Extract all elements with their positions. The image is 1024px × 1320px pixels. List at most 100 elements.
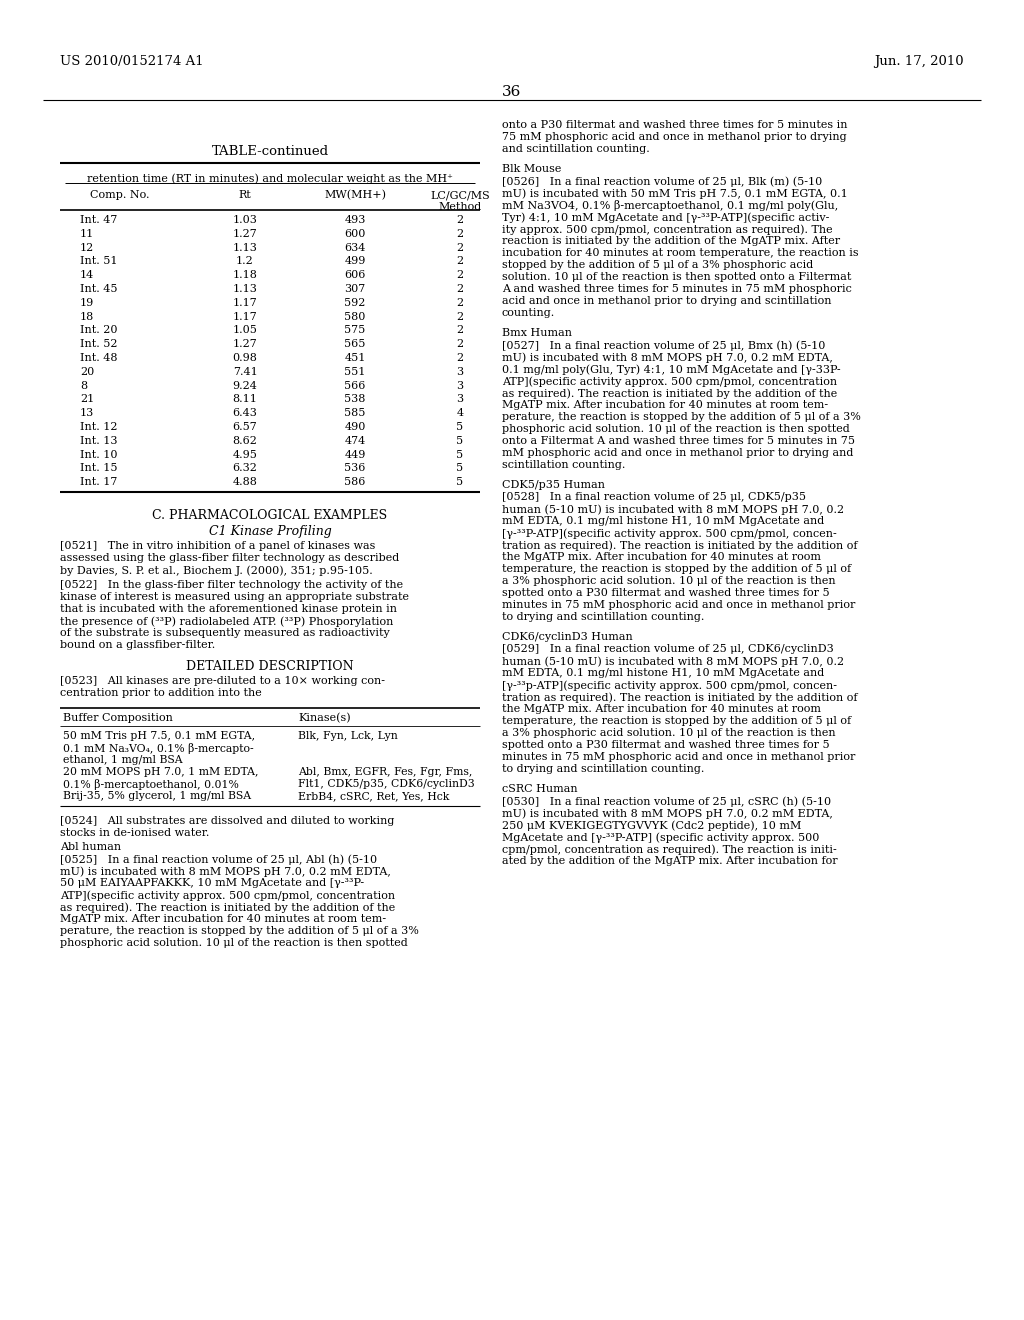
Text: 2: 2 [457,256,464,267]
Text: the presence of (³³P) radiolabeled ATP. (³³P) Phosporylation: the presence of (³³P) radiolabeled ATP. … [60,616,393,627]
Text: LC/GC/MS: LC/GC/MS [430,190,489,201]
Text: Abl human: Abl human [60,842,121,851]
Text: to drying and scintillation counting.: to drying and scintillation counting. [502,764,705,774]
Text: and scintillation counting.: and scintillation counting. [502,144,650,154]
Text: 538: 538 [344,395,366,404]
Text: 2: 2 [457,271,464,280]
Text: 2: 2 [457,243,464,252]
Text: 493: 493 [344,215,366,224]
Text: Tyr) 4:1, 10 mM MgAcetate and [γ-³³P-ATP](specific activ-: Tyr) 4:1, 10 mM MgAcetate and [γ-³³P-ATP… [502,213,829,223]
Text: Rt: Rt [239,190,251,201]
Text: [γ-³³p-ATP](specific activity approx. 500 cpm/pmol, concen-: [γ-³³p-ATP](specific activity approx. 50… [502,680,837,690]
Text: 1.17: 1.17 [232,298,257,308]
Text: 490: 490 [344,422,366,432]
Text: Int. 47: Int. 47 [80,215,118,224]
Text: [0522]   In the glass-fiber filter technology the activity of the: [0522] In the glass-fiber filter technol… [60,579,403,590]
Text: 9.24: 9.24 [232,380,257,391]
Text: mM EDTA, 0.1 mg/ml histone H1, 10 mM MgAcetate and: mM EDTA, 0.1 mg/ml histone H1, 10 mM MgA… [502,668,824,678]
Text: 4.88: 4.88 [232,478,257,487]
Text: Brij-35, 5% glycerol, 1 mg/ml BSA: Brij-35, 5% glycerol, 1 mg/ml BSA [63,791,251,801]
Text: retention time (RT in minutes) and molecular weight as the MH⁺: retention time (RT in minutes) and molec… [87,173,453,183]
Text: Method: Method [438,202,481,213]
Text: [0528]   In a final reaction volume of 25 μl, CDK5/p35: [0528] In a final reaction volume of 25 … [502,492,806,502]
Text: 2: 2 [457,228,464,239]
Text: 575: 575 [344,326,366,335]
Text: centration prior to addition into the: centration prior to addition into the [60,688,262,698]
Text: 1.17: 1.17 [232,312,257,322]
Text: spotted onto a P30 filtermat and washed three times for 5: spotted onto a P30 filtermat and washed … [502,741,829,750]
Text: Flt1, CDK5/p35, CDK6/cyclinD3: Flt1, CDK5/p35, CDK6/cyclinD3 [298,779,475,789]
Text: 8.62: 8.62 [232,436,257,446]
Text: a 3% phosphoric acid solution. 10 μl of the reaction is then: a 3% phosphoric acid solution. 10 μl of … [502,729,836,738]
Text: C1 Kinase Profiling: C1 Kinase Profiling [209,525,332,539]
Text: ErbB4, cSRC, Ret, Yes, Hck: ErbB4, cSRC, Ret, Yes, Hck [298,791,450,801]
Text: 8: 8 [80,380,87,391]
Text: counting.: counting. [502,308,555,318]
Text: onto a Filtermat A and washed three times for 5 minutes in 75: onto a Filtermat A and washed three time… [502,436,855,446]
Text: 5: 5 [457,422,464,432]
Text: phosphoric acid solution. 10 μl of the reaction is then spotted: phosphoric acid solution. 10 μl of the r… [60,939,408,948]
Text: [0526]   In a final reaction volume of 25 μl, Blk (m) (5-10: [0526] In a final reaction volume of 25 … [502,176,822,186]
Text: 1.18: 1.18 [232,271,257,280]
Text: Jun. 17, 2010: Jun. 17, 2010 [874,55,964,69]
Text: temperature, the reaction is stopped by the addition of 5 μl of: temperature, the reaction is stopped by … [502,564,851,574]
Text: MgATP mix. After incubation for 40 minutes at room tem-: MgATP mix. After incubation for 40 minut… [502,400,828,411]
Text: perature, the reaction is stopped by the addition of 5 μl of a 3%: perature, the reaction is stopped by the… [502,412,861,422]
Text: 0.98: 0.98 [232,352,257,363]
Text: that is incubated with the aforementioned kinase protein in: that is incubated with the aforementione… [60,605,397,614]
Text: 5: 5 [457,478,464,487]
Text: [0530]   In a final reaction volume of 25 μl, cSRC (h) (5-10: [0530] In a final reaction volume of 25 … [502,796,831,807]
Text: tration as required). The reaction is initiated by the addition of: tration as required). The reaction is in… [502,692,857,702]
Text: 1.13: 1.13 [232,284,257,294]
Text: scintillation counting.: scintillation counting. [502,459,626,470]
Text: assessed using the glass-fiber filter technology as described: assessed using the glass-fiber filter te… [60,553,399,564]
Text: mU) is incubated with 8 mM MOPS pH 7.0, 0.2 mM EDTA,: mU) is incubated with 8 mM MOPS pH 7.0, … [502,808,833,818]
Text: 2: 2 [457,312,464,322]
Text: mM phosphoric acid and once in methanol prior to drying and: mM phosphoric acid and once in methanol … [502,447,853,458]
Text: a 3% phosphoric acid solution. 10 μl of the reaction is then: a 3% phosphoric acid solution. 10 μl of … [502,576,836,586]
Text: 634: 634 [344,243,366,252]
Text: mU) is incubated with 50 mM Tris pH 7.5, 0.1 mM EGTA, 0.1: mU) is incubated with 50 mM Tris pH 7.5,… [502,187,848,198]
Text: 2: 2 [457,339,464,350]
Text: bound on a glassfiber-filter.: bound on a glassfiber-filter. [60,640,215,649]
Text: by Davies, S. P. et al., Biochem J. (2000), 351; p.95-105.: by Davies, S. P. et al., Biochem J. (200… [60,565,373,576]
Text: 474: 474 [344,436,366,446]
Text: mU) is incubated with 8 mM MOPS pH 7.0, 0.2 mM EDTA,: mU) is incubated with 8 mM MOPS pH 7.0, … [60,866,391,876]
Text: Bmx Human: Bmx Human [502,327,572,338]
Text: 50 μM EAIYAAPFAKKK, 10 mM MgAcetate and [γ-³³P-: 50 μM EAIYAAPFAKKK, 10 mM MgAcetate and … [60,878,365,888]
Text: [0521]   The in vitro inhibition of a panel of kinases was: [0521] The in vitro inhibition of a pane… [60,541,376,550]
Text: 499: 499 [344,256,366,267]
Text: tration as required). The reaction is initiated by the addition of: tration as required). The reaction is in… [502,540,857,550]
Text: 6.43: 6.43 [232,408,257,418]
Text: Int. 51: Int. 51 [80,256,118,267]
Text: 0.1% β-mercaptoethanol, 0.01%: 0.1% β-mercaptoethanol, 0.01% [63,779,239,789]
Text: solution. 10 μl of the reaction is then spotted onto a Filtermat: solution. 10 μl of the reaction is then … [502,272,851,282]
Text: Int. 20: Int. 20 [80,326,118,335]
Text: Int. 12: Int. 12 [80,422,118,432]
Text: mU) is incubated with 8 mM MOPS pH 7.0, 0.2 mM EDTA,: mU) is incubated with 8 mM MOPS pH 7.0, … [502,352,833,363]
Text: 5: 5 [457,450,464,459]
Text: 580: 580 [344,312,366,322]
Text: 8.11: 8.11 [232,395,257,404]
Text: 1.13: 1.13 [232,243,257,252]
Text: 18: 18 [80,312,94,322]
Text: the MgATP mix. After incubation for 40 minutes at room: the MgATP mix. After incubation for 40 m… [502,704,821,714]
Text: 14: 14 [80,271,94,280]
Text: Comp. No.: Comp. No. [90,190,150,201]
Text: as required). The reaction is initiated by the addition of the: as required). The reaction is initiated … [502,388,838,399]
Text: US 2010/0152174 A1: US 2010/0152174 A1 [60,55,204,69]
Text: MgATP mix. After incubation for 40 minutes at room tem-: MgATP mix. After incubation for 40 minut… [60,913,386,924]
Text: A and washed three times for 5 minutes in 75 mM phosphoric: A and washed three times for 5 minutes i… [502,284,852,294]
Text: 0.1 mg/ml poly(Glu, Tyr) 4:1, 10 mM MgAcetate and [γ-33P-: 0.1 mg/ml poly(Glu, Tyr) 4:1, 10 mM MgAc… [502,364,841,375]
Text: 592: 592 [344,298,366,308]
Text: 4.95: 4.95 [232,450,257,459]
Text: 1.05: 1.05 [232,326,257,335]
Text: 2: 2 [457,215,464,224]
Text: 7.41: 7.41 [232,367,257,376]
Text: 565: 565 [344,339,366,350]
Text: phosphoric acid solution. 10 μl of the reaction is then spotted: phosphoric acid solution. 10 μl of the r… [502,424,850,434]
Text: 12: 12 [80,243,94,252]
Text: cpm/pmol, concentration as required). The reaction is initi-: cpm/pmol, concentration as required). Th… [502,843,837,854]
Text: 307: 307 [344,284,366,294]
Text: 3: 3 [457,395,464,404]
